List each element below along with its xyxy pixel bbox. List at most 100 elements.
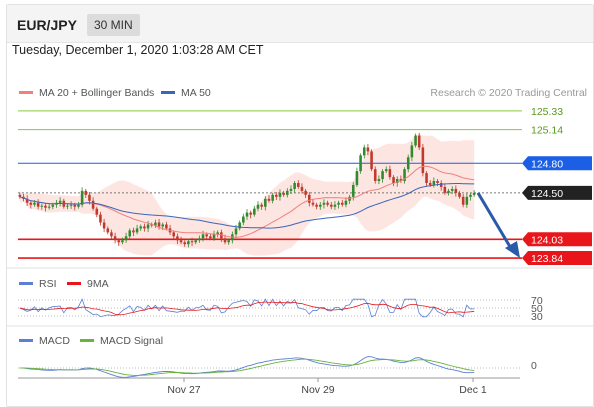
candle-body <box>135 228 139 233</box>
x-tick-label: Nov 27 <box>167 384 200 396</box>
macd-level-label-0: 0 <box>531 360 537 372</box>
candle-body <box>161 224 165 227</box>
symbol-label: EUR/JPY <box>17 17 77 33</box>
candle-body <box>304 190 307 195</box>
candle-body <box>198 238 201 241</box>
candle-body <box>421 147 425 174</box>
candle-body <box>326 202 329 205</box>
candle-body <box>282 192 285 195</box>
legend-ma20-swatch <box>19 91 33 94</box>
macd-panel: 0 <box>18 356 537 378</box>
legend-macd-label: MACD <box>39 335 70 347</box>
candle-body <box>366 147 370 152</box>
candle-body <box>216 232 219 235</box>
candle-body <box>146 224 150 229</box>
candle-body <box>121 240 124 243</box>
chart-datetime: Tuesday, December 1, 2020 1:03:28 AM CET <box>12 43 264 57</box>
chart-header: EUR/JPY 30 MIN <box>7 5 593 43</box>
candle-body <box>88 194 91 201</box>
legend-rsi-label: RSI <box>39 278 57 290</box>
candle-body <box>44 205 47 208</box>
candle-body <box>205 234 208 237</box>
legend-ma20-label: MA 20 + Bollinger Bands <box>39 87 154 99</box>
candle-body <box>286 190 289 195</box>
candle-body <box>469 194 472 197</box>
candle-body <box>410 145 414 158</box>
candle-body <box>69 204 73 206</box>
candle-body <box>73 204 77 207</box>
candle-body <box>271 194 274 201</box>
level-label-124.50: 124.50 <box>531 188 563 200</box>
candle-body <box>425 173 428 183</box>
candle-body <box>124 236 128 241</box>
candle-body <box>351 184 355 197</box>
candle-body <box>194 240 197 243</box>
rsi-9ma-line <box>19 301 475 316</box>
forecast-arrowhead <box>505 241 520 259</box>
level-tag-123.84 <box>522 251 592 266</box>
candle-body <box>395 179 399 183</box>
legend-rsi9ma-label: 9MA <box>87 278 109 290</box>
candle-body <box>154 222 157 226</box>
chart-frame: EUR/JPY 30 MIN <box>6 4 594 407</box>
legend-macd: MACD MACD Signal <box>19 335 163 347</box>
x-tick-label: Nov 29 <box>301 384 334 396</box>
candle-body <box>355 171 359 185</box>
candle-body <box>33 202 36 205</box>
level-tag-124.80 <box>522 156 592 171</box>
legend-ma50-swatch <box>161 91 175 94</box>
candle-body <box>106 228 110 233</box>
candle-body <box>212 234 216 239</box>
ma50-line <box>19 183 475 229</box>
x-tick-label: Dec 1 <box>459 384 487 396</box>
candle-body <box>370 151 373 170</box>
candle-body <box>256 204 260 209</box>
level-label-125.14: 125.14 <box>531 125 563 137</box>
macd-signal-line <box>19 358 475 376</box>
candle-body <box>443 186 447 193</box>
candle-body <box>132 230 135 233</box>
candle-body <box>172 232 176 237</box>
candle-body <box>143 226 146 229</box>
candle-body <box>201 234 205 239</box>
candle-body <box>403 169 406 182</box>
candle-body <box>318 204 322 207</box>
candle-body <box>293 183 296 189</box>
candle-body <box>102 222 106 229</box>
candle-body <box>260 204 263 207</box>
candle-body <box>51 204 55 207</box>
candle-body <box>381 171 384 180</box>
candle-body <box>337 202 340 205</box>
candle-body <box>77 204 80 207</box>
level-tag-124.03 <box>522 232 592 247</box>
candle-body <box>329 204 333 207</box>
price-panel: 125.33 125.14 124.80 124.50 124.03 123.84 <box>18 106 592 266</box>
candle-body <box>454 188 458 193</box>
legend-macd-swatch <box>19 339 33 342</box>
candle-body <box>187 241 190 245</box>
candle-body <box>91 200 95 209</box>
candle-body <box>311 202 315 205</box>
copyright-label: Research © 2020 Trading Central <box>430 87 587 99</box>
candle-body <box>80 190 84 205</box>
level-label-123.84: 123.84 <box>531 253 563 265</box>
legend-macd-signal-swatch <box>80 339 94 342</box>
candle-body <box>36 202 40 207</box>
forecast-arrow <box>476 192 514 251</box>
candle-body <box>333 204 337 207</box>
candle-body <box>25 198 29 203</box>
candle-body <box>414 135 417 146</box>
candle-body <box>340 202 344 205</box>
candle-body <box>242 216 245 223</box>
rsi-line <box>19 298 475 318</box>
candle-body <box>406 157 410 170</box>
candle-body <box>40 205 44 207</box>
interval-button[interactable]: 30 MIN <box>87 14 140 36</box>
candle-body <box>66 205 69 207</box>
candle-body <box>110 232 113 237</box>
candle-body <box>267 198 271 201</box>
legend-main: MA 20 + Bollinger Bands MA 50 Research ©… <box>19 87 587 99</box>
candle-body <box>322 202 326 205</box>
candle-body <box>29 202 33 205</box>
candle-body <box>165 224 168 229</box>
